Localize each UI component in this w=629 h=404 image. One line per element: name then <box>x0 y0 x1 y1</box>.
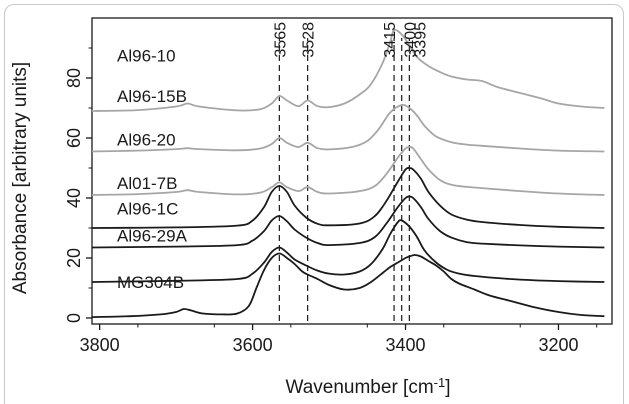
series-label: Al96-15B <box>117 87 187 106</box>
series-line-al96-15b <box>91 103 605 153</box>
series-label: Al01-7B <box>117 174 177 193</box>
plot-area: Al96-10 Al96-15B Al96-20 Al01-7B Al96-1C Al96… <box>91 17 613 325</box>
y-tick-label: 80 <box>64 68 84 88</box>
series-line-al96-1c <box>91 195 605 249</box>
peak-annotation: 3565 <box>272 22 289 58</box>
dashed-lines <box>278 38 410 321</box>
plot-frame <box>91 17 613 325</box>
x-tick-label: 3200 <box>538 335 578 355</box>
y-axis-title: Absorbance [arbitrary units] <box>10 62 31 294</box>
series-line-mg304b <box>91 252 605 318</box>
series-label: Al96-10 <box>117 47 176 66</box>
series-label: Al96-20 <box>117 131 176 150</box>
series-line-al96-20 <box>91 146 605 196</box>
x-tick-label: 3800 <box>80 335 120 355</box>
peak-annotation: 3415 <box>382 22 399 58</box>
series-label: Al96-1C <box>117 200 178 219</box>
x-axis-title: Wavenumber [cm-1] <box>285 375 450 398</box>
series-labels: Al96-10 Al96-15B Al96-20 Al01-7B Al96-1C Al96… <box>117 47 188 293</box>
x-tick-label: 3400 <box>386 335 426 355</box>
peak-annotation: 3528 <box>301 22 318 58</box>
y-tick-label: 0 <box>64 313 84 323</box>
series-line-al96-29a <box>91 219 605 283</box>
peak-annotation: 3395 <box>412 22 429 58</box>
series-line-al01-7b <box>91 166 605 229</box>
series-lines <box>91 28 605 318</box>
series-label: MG304B <box>117 273 184 292</box>
y-axis: 0 20 40 60 80 <box>64 47 92 323</box>
figure-frame <box>4 4 624 404</box>
peak-annotation: 3400 <box>403 22 420 58</box>
y-tick-label: 40 <box>64 188 84 208</box>
series-line-al96-10 <box>91 28 605 112</box>
series-label: Al96-29A <box>117 227 188 246</box>
x-tick-label: 3600 <box>233 335 273 355</box>
x-axis: 3800 3600 3400 3200 <box>80 324 598 355</box>
y-tick-label: 20 <box>64 248 84 268</box>
y-tick-label: 60 <box>64 128 84 148</box>
